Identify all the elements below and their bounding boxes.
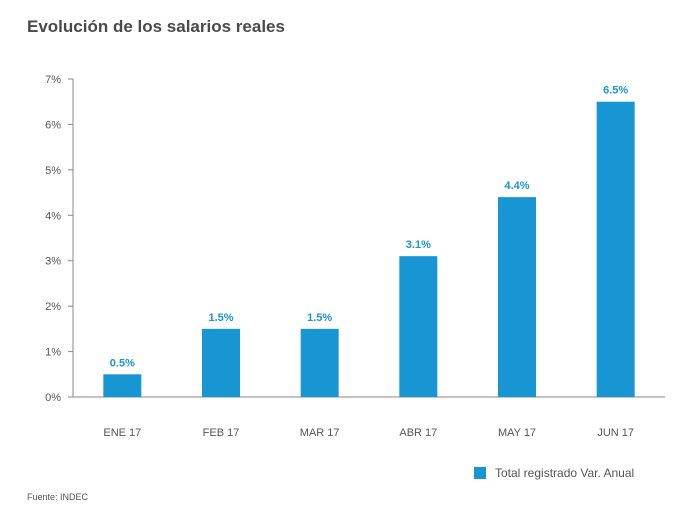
data-label: 1.5% bbox=[208, 312, 233, 324]
data-label: 0.5% bbox=[110, 357, 135, 369]
data-label: 1.5% bbox=[307, 312, 332, 324]
y-tick-label: 4% bbox=[45, 210, 61, 222]
x-tick-label: ENE 17 bbox=[103, 427, 141, 439]
bars-group bbox=[103, 101, 635, 397]
bar bbox=[596, 101, 635, 397]
y-tick-label: 2% bbox=[45, 301, 61, 313]
x-tick-label: MAR 17 bbox=[300, 427, 340, 439]
x-tick-label: MAY 17 bbox=[498, 427, 536, 439]
legend: Total registrado Var. Anual bbox=[474, 466, 634, 480]
chart-title: Evolución de los salarios reales bbox=[27, 17, 285, 36]
y-tick-label: 7% bbox=[45, 74, 61, 86]
y-tick-label: 5% bbox=[45, 165, 61, 177]
data-label: 3.1% bbox=[406, 239, 431, 251]
x-tick-label: JUN 17 bbox=[597, 427, 634, 439]
bar bbox=[300, 328, 339, 397]
y-tick-label: 3% bbox=[45, 256, 61, 268]
y-tick-label: 0% bbox=[45, 392, 61, 404]
x-axis: ENE 17 FEB 17 MAR 17 ABR 17 MAY 17 JUN 17 bbox=[73, 396, 665, 439]
y-axis: 0% 1% 2% 3% 4% 5% 6% 7% bbox=[45, 74, 74, 404]
bar bbox=[399, 256, 438, 397]
source-note: Fuente: INDEC bbox=[27, 492, 89, 502]
data-label: 4.4% bbox=[504, 180, 529, 192]
data-label: 6.5% bbox=[603, 85, 628, 97]
y-tick-label: 6% bbox=[45, 119, 61, 131]
bar bbox=[498, 197, 536, 397]
bar bbox=[103, 374, 142, 397]
x-tick-label: ABR 17 bbox=[399, 427, 437, 439]
x-tick-label: FEB 17 bbox=[203, 427, 240, 439]
data-labels-group: 0.5% 1.5% 1.5% 3.1% 4.4% 6.5% bbox=[110, 85, 629, 370]
legend-swatch bbox=[474, 467, 486, 479]
y-tick-label: 1% bbox=[45, 347, 61, 359]
bar bbox=[202, 328, 240, 397]
legend-label: Total registrado Var. Anual bbox=[495, 466, 635, 480]
